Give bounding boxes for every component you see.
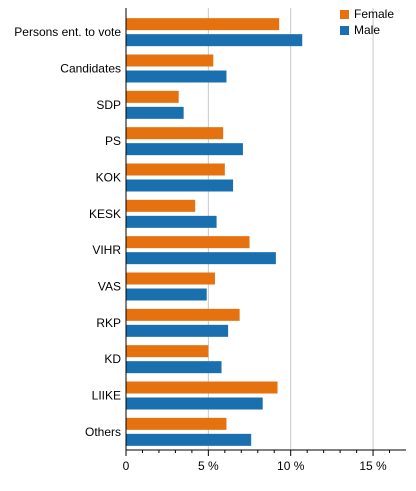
category-label: PS <box>105 134 121 148</box>
bar-female-6 <box>126 236 250 249</box>
bars <box>126 18 303 446</box>
bar-female-9 <box>126 345 209 358</box>
bar-male-2 <box>126 106 184 119</box>
bar-female-8 <box>126 308 240 321</box>
category-label: VAS <box>98 280 121 294</box>
legend: Female Male <box>340 7 394 37</box>
x-axis: 0 5 % 10 % 15 % <box>123 8 406 473</box>
x-tick-label: 10 % <box>277 459 305 473</box>
category-label: KD <box>104 352 121 366</box>
bar-female-0 <box>126 18 280 31</box>
bar-female-3 <box>126 127 224 140</box>
bar-female-5 <box>126 199 196 212</box>
category-label: Candidates <box>60 62 121 76</box>
bar-female-11 <box>126 417 227 430</box>
bar-male-5 <box>126 215 217 228</box>
category-label: RKP <box>96 316 121 330</box>
bar-female-1 <box>126 54 214 67</box>
bar-male-4 <box>126 179 234 192</box>
category-label: LIIKE <box>92 389 121 403</box>
bar-male-8 <box>126 324 229 337</box>
bar-female-2 <box>126 90 179 103</box>
category-label: Others <box>85 425 121 439</box>
bar-female-4 <box>126 163 225 176</box>
x-tick-label: 15 % <box>359 459 387 473</box>
bar-female-10 <box>126 381 278 394</box>
category-label: SDP <box>96 98 121 112</box>
legend-label-male: Male <box>354 23 380 37</box>
bar-male-3 <box>126 143 243 156</box>
bar-male-9 <box>126 361 222 374</box>
bar-male-10 <box>126 397 263 410</box>
bar-male-6 <box>126 252 276 265</box>
category-label: Persons ent. to vote <box>14 25 121 39</box>
category-label: KESK <box>89 207 121 221</box>
category-labels: Persons ent. to vote Candidates SDP PS KOK KE… <box>14 25 121 439</box>
legend-swatch-male <box>340 26 349 35</box>
legend-swatch-female <box>340 10 349 19</box>
bar-female-7 <box>126 272 215 285</box>
bar-male-1 <box>126 70 227 83</box>
x-tick-label: 0 <box>123 459 130 473</box>
x-tick-label: 5 % <box>198 459 219 473</box>
bar-male-11 <box>126 433 252 446</box>
category-label: VIHR <box>92 243 121 257</box>
category-label: KOK <box>96 171 121 185</box>
bar-male-7 <box>126 288 207 301</box>
legend-label-female: Female <box>354 7 394 21</box>
bar-male-0 <box>126 34 303 47</box>
